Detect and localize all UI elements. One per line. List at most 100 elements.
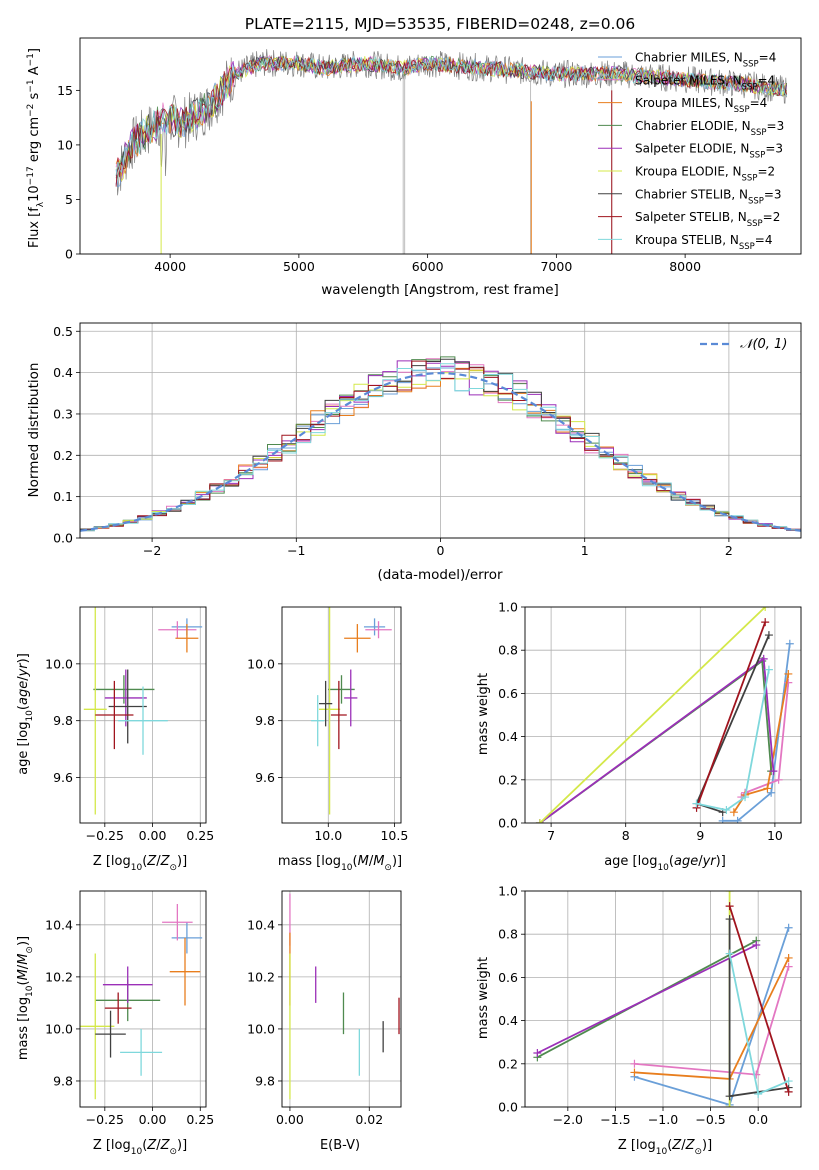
age-vs-metallicity-panel: −0.25 0.00 0.25 9.6 9.8 10.0	[45, 606, 214, 843]
x-tick-label: −0.25	[86, 1112, 124, 1127]
weight-marker	[767, 788, 776, 797]
y-tick-label: 10.2	[247, 969, 275, 984]
legend-count: =2	[763, 210, 781, 224]
y-tick-label: 10.0	[247, 656, 275, 671]
weight-marker	[769, 767, 778, 776]
weight-series	[733, 673, 790, 813]
weight-marker	[764, 665, 773, 674]
x-tick-label: 8000	[669, 259, 701, 274]
weight-marker	[774, 775, 783, 784]
legend-label: 𝒩(0, 1)	[740, 337, 787, 352]
legend-subscript: SSP	[747, 219, 763, 229]
x-tick-label: −0.25	[86, 828, 124, 843]
y-tick-label: 5	[65, 192, 73, 207]
m-z-xlabel: Z [log10(Z/Z⊙)]	[93, 1138, 187, 1157]
x-tick-label: 0.00	[139, 1112, 167, 1127]
weight-marker	[729, 808, 738, 817]
legend-count: =4	[750, 96, 768, 110]
weight-lines	[535, 607, 794, 823]
y-tick-label: 10.2	[45, 969, 73, 984]
weight-series	[696, 669, 770, 811]
axes-frame	[79, 37, 802, 255]
y-tick-label: 9.6	[53, 770, 73, 785]
age-vs-mass-panel: 10.0 10.5 9.6 9.8 10.0	[247, 606, 408, 843]
x-tick-label: −2	[143, 543, 161, 558]
weight-marker	[630, 1059, 639, 1068]
model-spectrum	[115, 54, 787, 176]
y-tick-label: 10.0	[45, 656, 73, 671]
x-tick-label: −0.5	[695, 1112, 725, 1127]
age-z-ylabel: age [log10(age/yr)]	[16, 653, 35, 775]
y-tick-label: 10	[57, 137, 73, 152]
y-tick-label: 0.4	[498, 729, 518, 744]
x-tick-label: 0.25	[186, 1112, 214, 1127]
y-tick-label: 10.4	[45, 917, 73, 932]
legend-count: =3	[764, 187, 782, 201]
legend-subscript: SSP	[734, 105, 750, 115]
residual-xlabel: (data-model)/error	[377, 567, 503, 583]
y-tick-label: 0	[65, 247, 73, 262]
legend-subscript: SSP	[742, 82, 758, 92]
residual-plot-area: −2 −1 0 1 2 0.0 0.1 0.2 0.3 0.4 0.5 𝒩(0, 1)	[53, 322, 802, 558]
weight-marker	[533, 1049, 542, 1057]
y-tick-label: 9.8	[255, 713, 275, 728]
y-tick-label: 0.2	[53, 448, 73, 463]
histograms	[80, 356, 801, 533]
x-tick-label: 1	[581, 543, 589, 558]
x-tick-label: 0.25	[186, 828, 214, 843]
legend-subscript: SSP	[743, 60, 759, 70]
weight-marker	[725, 949, 734, 958]
weight-marker	[784, 1087, 793, 1096]
x-tick-label: 4000	[154, 259, 186, 274]
error-bars	[80, 904, 203, 1100]
weight-series	[537, 944, 757, 1054]
y-tick-label: 9.8	[53, 713, 73, 728]
y-tick-label: 0.0	[498, 816, 518, 831]
x-tick-label: 0.0	[748, 1112, 768, 1127]
x-tick-label: 2	[725, 543, 733, 558]
legend-count: =3	[767, 119, 785, 133]
x-tick-label: −1.0	[648, 1112, 678, 1127]
w-z-xlabel: Z [log10(Z/Z⊙)]	[618, 1138, 712, 1157]
y-tick-label: 0.6	[498, 970, 518, 985]
x-tick-label: 5000	[283, 259, 315, 274]
weight-marker	[630, 1068, 639, 1077]
legend-subscript: SSP	[748, 196, 764, 206]
weight-marker	[784, 953, 793, 962]
weight-marker	[718, 816, 727, 823]
weight-marker	[725, 902, 734, 911]
y-tick-label: 10.0	[45, 1021, 73, 1036]
residual-ylabel: Normed distribution	[26, 363, 42, 498]
y-tick-label: 0.2	[498, 1056, 518, 1071]
weight-marker	[784, 669, 793, 678]
y-tick-label: 0.2	[498, 772, 518, 787]
x-tick-label: 6000	[412, 259, 444, 274]
weight-marker	[752, 941, 761, 949]
mass-vs-metallicity-panel: −0.25 0.00 0.25 9.8 10.0 10.2 10.4	[45, 890, 214, 1127]
error-bars	[289, 893, 400, 1100]
weight-marker	[722, 806, 731, 815]
weight-marker	[725, 891, 734, 895]
histogram-series	[80, 363, 801, 533]
y-tick-label: 10.0	[247, 1021, 275, 1036]
y-tick-label: 9.6	[255, 770, 275, 785]
model-spectrum	[115, 56, 787, 187]
weight-vs-metallicity-panel: −2.0 −1.5 −1.0 −0.5 0.0 0.0 0.2 0.4 0.6 0.8 1.0	[498, 884, 802, 1127]
weight-marker	[725, 1103, 734, 1107]
y-tick-label: 10.4	[247, 917, 275, 932]
w-age-xlabel: age [log10(age/yr)]	[604, 854, 726, 873]
error-bars	[311, 607, 392, 815]
x-tick-label: 0	[437, 543, 445, 558]
legend-count: =2	[757, 165, 775, 179]
legend-subscript: SSP	[749, 151, 765, 161]
grid	[282, 607, 401, 823]
x-tick-label: 10.5	[380, 828, 408, 843]
weight-vs-age-panel: 7 8 9 10 0.0 0.2 0.4 0.6 0.8 1.0	[498, 600, 802, 843]
y-tick-label: 0.6	[498, 686, 518, 701]
weight-marker	[784, 678, 793, 687]
m-ebv-xlabel: E(B-V)	[320, 1138, 360, 1153]
w-age-ylabel: mass weight	[476, 673, 491, 755]
legend-count: =3	[765, 142, 783, 156]
legend-subscript: SSP	[739, 242, 755, 252]
